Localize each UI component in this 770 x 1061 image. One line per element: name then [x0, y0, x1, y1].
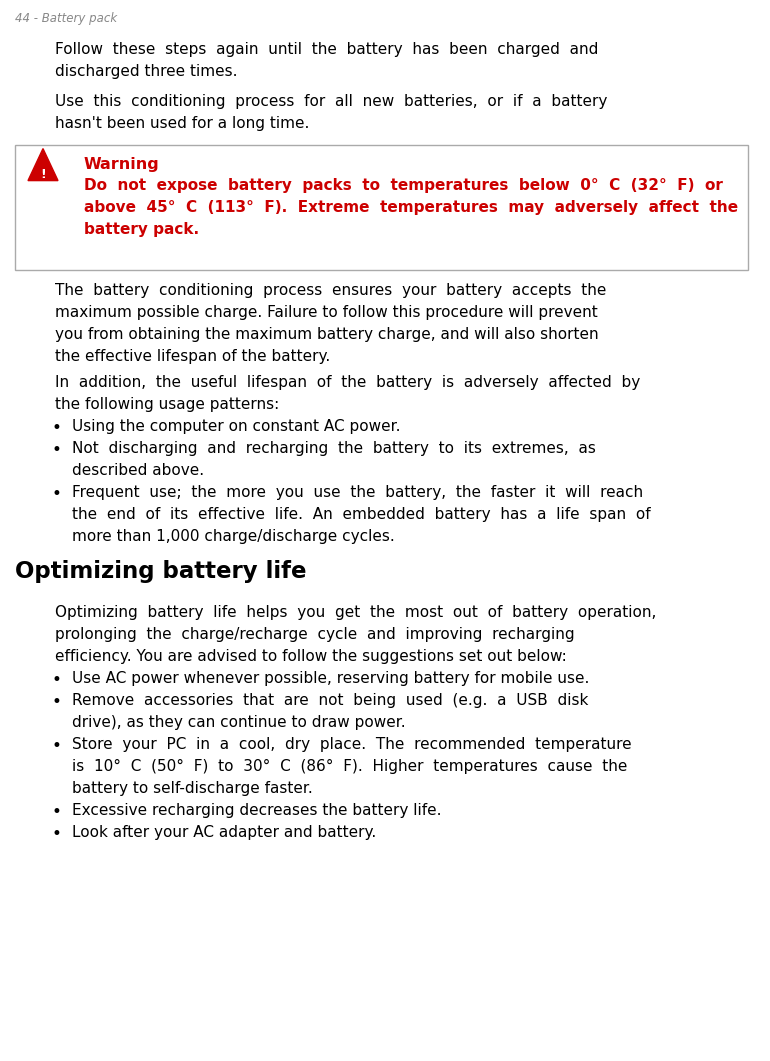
Text: battery pack.: battery pack.: [84, 222, 199, 237]
Text: is  10°  C  (50°  F)  to  30°  C  (86°  F).  Higher  temperatures  cause  the: is 10° C (50° F) to 30° C (86° F). Highe…: [72, 759, 628, 775]
Text: Optimizing  battery  life  helps  you  get  the  most  out  of  battery  operati: Optimizing battery life helps you get th…: [55, 605, 656, 620]
Text: hasn't been used for a long time.: hasn't been used for a long time.: [55, 116, 310, 131]
Text: •: •: [52, 803, 62, 821]
Text: the following usage patterns:: the following usage patterns:: [55, 397, 280, 412]
Text: Excessive recharging decreases the battery life.: Excessive recharging decreases the batte…: [72, 803, 441, 818]
Text: •: •: [52, 671, 62, 689]
Text: Follow  these  steps  again  until  the  battery  has  been  charged  and: Follow these steps again until the batte…: [55, 42, 598, 57]
Text: battery to self-discharge faster.: battery to self-discharge faster.: [72, 781, 313, 796]
Text: •: •: [52, 737, 62, 755]
Text: Use AC power whenever possible, reserving battery for mobile use.: Use AC power whenever possible, reservin…: [72, 671, 589, 686]
Text: •: •: [52, 825, 62, 843]
Text: The  battery  conditioning  process  ensures  your  battery  accepts  the: The battery conditioning process ensures…: [55, 283, 607, 298]
Text: drive), as they can continue to draw power.: drive), as they can continue to draw pow…: [72, 715, 406, 730]
Text: •: •: [52, 419, 62, 437]
Text: Use  this  conditioning  process  for  all  new  batteries,  or  if  a  battery: Use this conditioning process for all ne…: [55, 94, 608, 109]
Text: maximum possible charge. Failure to follow this procedure will prevent: maximum possible charge. Failure to foll…: [55, 305, 598, 320]
Text: In  addition,  the  useful  lifespan  of  the  battery  is  adversely  affected : In addition, the useful lifespan of the …: [55, 375, 640, 390]
Text: efficiency. You are advised to follow the suggestions set out below:: efficiency. You are advised to follow th…: [55, 649, 567, 664]
Text: Not  discharging  and  recharging  the  battery  to  its  extremes,  as: Not discharging and recharging the batte…: [72, 441, 596, 456]
Text: prolonging  the  charge/recharge  cycle  and  improving  recharging: prolonging the charge/recharge cycle and…: [55, 627, 574, 642]
Text: more than 1,000 charge/discharge cycles.: more than 1,000 charge/discharge cycles.: [72, 529, 395, 544]
Text: Look after your AC adapter and battery.: Look after your AC adapter and battery.: [72, 825, 377, 840]
Text: •: •: [52, 441, 62, 459]
Text: discharged three times.: discharged three times.: [55, 64, 237, 79]
Text: you from obtaining the maximum battery charge, and will also shorten: you from obtaining the maximum battery c…: [55, 327, 598, 342]
Text: the effective lifespan of the battery.: the effective lifespan of the battery.: [55, 349, 330, 364]
Text: the  end  of  its  effective  life.  An  embedded  battery  has  a  life  span  : the end of its effective life. An embedd…: [72, 507, 651, 522]
Text: Do  not  expose  battery  packs  to  temperatures  below  0°  C  (32°  F)  or: Do not expose battery packs to temperatu…: [84, 178, 723, 193]
Text: Store  your  PC  in  a  cool,  dry  place.  The  recommended  temperature: Store your PC in a cool, dry place. The …: [72, 737, 631, 752]
Text: Remove  accessories  that  are  not  being  used  (e.g.  a  USB  disk: Remove accessories that are not being us…: [72, 693, 588, 708]
Text: Using the computer on constant AC power.: Using the computer on constant AC power.: [72, 419, 400, 434]
Text: •: •: [52, 485, 62, 503]
Text: 44 - Battery pack: 44 - Battery pack: [15, 12, 117, 25]
Text: •: •: [52, 693, 62, 711]
Text: above  45°  C  (113°  F).  Extreme  temperatures  may  adversely  affect  the: above 45° C (113° F). Extreme temperatur…: [84, 201, 738, 215]
Polygon shape: [28, 149, 58, 180]
Text: described above.: described above.: [72, 463, 204, 479]
FancyBboxPatch shape: [15, 145, 748, 269]
Text: !: !: [40, 169, 46, 181]
Text: Warning: Warning: [84, 157, 159, 172]
Text: Optimizing battery life: Optimizing battery life: [15, 560, 306, 582]
Text: Frequent  use;  the  more  you  use  the  battery,  the  faster  it  will  reach: Frequent use; the more you use the batte…: [72, 485, 643, 500]
